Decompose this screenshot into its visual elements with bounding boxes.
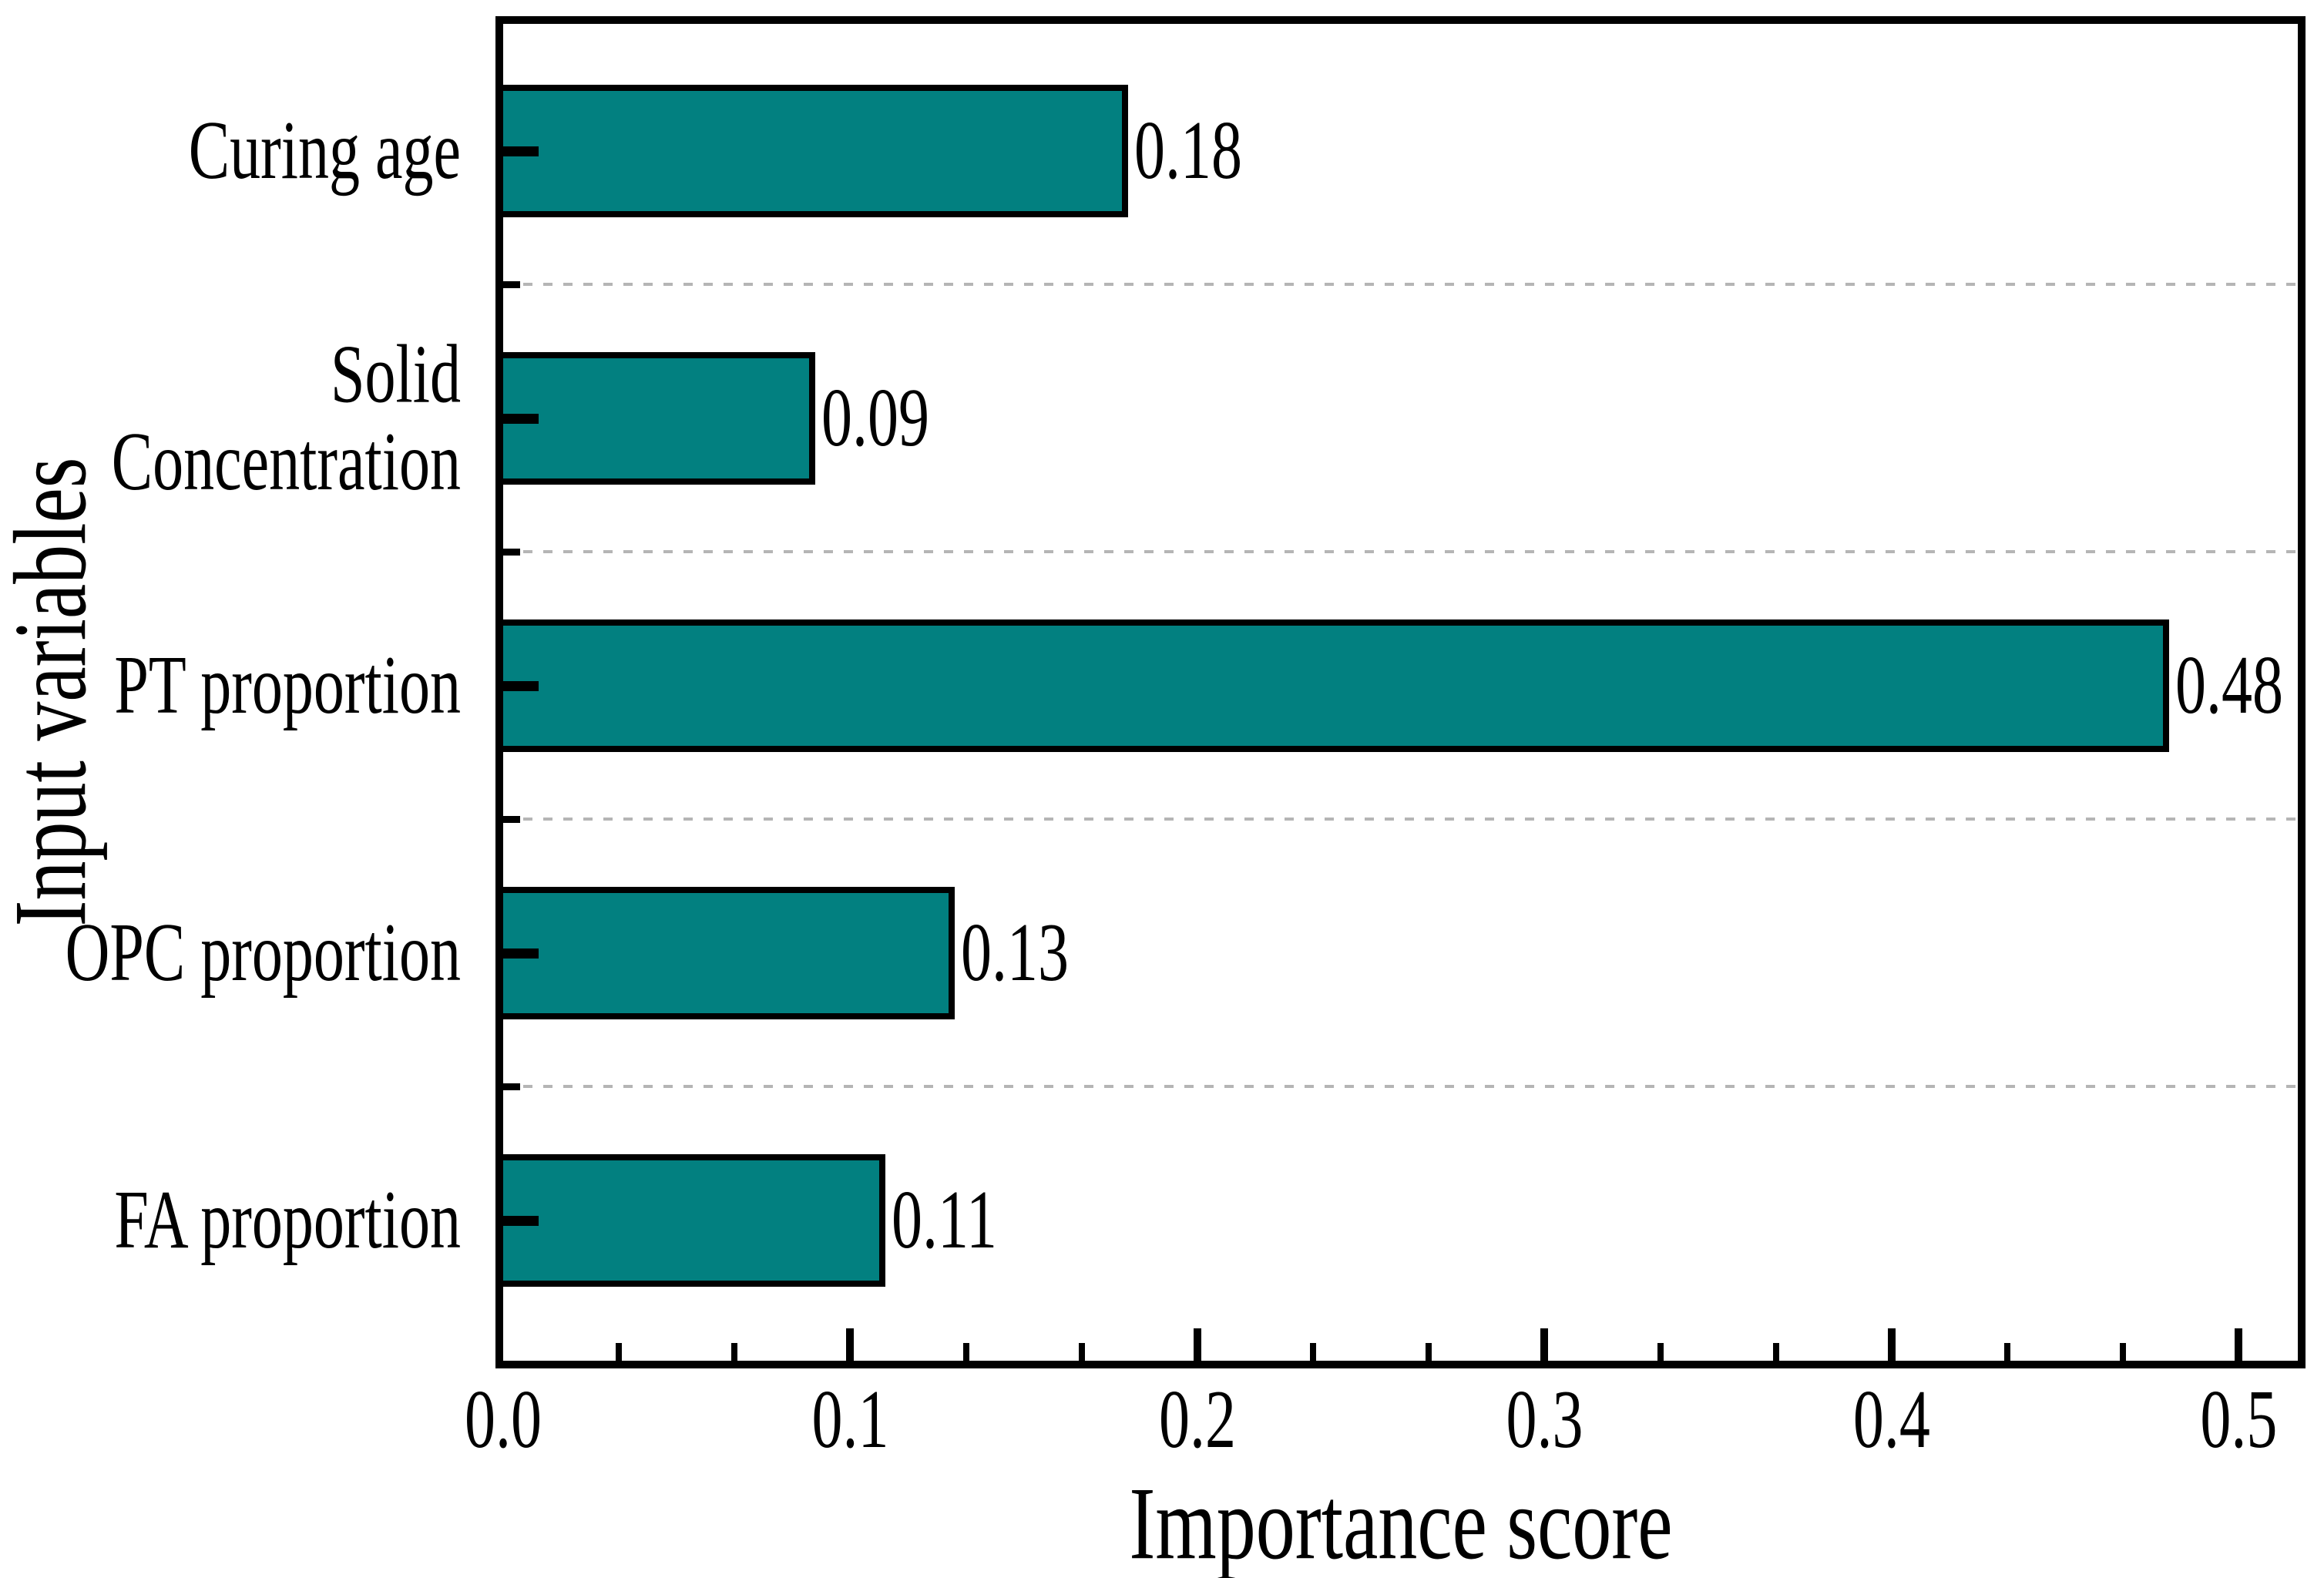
x-tick-label-0.1: 0.1 [811, 1374, 889, 1466]
gridline-dashed [503, 550, 2298, 554]
y-axis-major-tick [503, 948, 539, 959]
bar-value-label: 0.09 [821, 372, 929, 465]
x-axis-minor-tick [962, 1343, 969, 1361]
y-axis-minor-tick [503, 281, 520, 289]
y-axis-title: Input variables [0, 457, 109, 927]
x-tick-label-0.2: 0.2 [1158, 1374, 1236, 1466]
bar-solid-concentration [503, 351, 815, 485]
x-axis-major-tick [1193, 1328, 1201, 1361]
category-label-3: PT proportion [114, 640, 461, 732]
x-axis-title: Importance score [1129, 1466, 1673, 1578]
plot-area [495, 16, 2306, 1368]
x-tick-label-0.5: 0.5 [2200, 1374, 2278, 1466]
x-axis-major-tick [2235, 1328, 2243, 1361]
bar-value-label: 0.13 [961, 907, 1069, 999]
gridline-dashed [503, 818, 2298, 821]
bar-value-label: 0.11 [892, 1174, 998, 1267]
bar-value-label: 0.48 [2175, 640, 2283, 732]
x-axis-minor-tick [616, 1343, 623, 1361]
y-axis-major-tick [503, 146, 539, 156]
gridline-dashed [503, 1085, 2298, 1089]
x-tick-label-0.4: 0.4 [1852, 1374, 1930, 1466]
y-axis-major-tick [503, 680, 539, 691]
x-tick-label-0.0: 0.0 [465, 1374, 542, 1466]
x-axis-minor-tick [731, 1343, 738, 1361]
x-axis-minor-tick [1078, 1343, 1085, 1361]
bar-fa-proportion [503, 1153, 885, 1287]
bar-curing-age [503, 84, 1128, 217]
y-axis-minor-tick [503, 816, 520, 824]
bar-opc-proportion [503, 886, 955, 1019]
x-axis-minor-tick [1772, 1343, 1779, 1361]
x-axis-minor-tick [1426, 1343, 1432, 1361]
x-axis-major-tick [1540, 1328, 1549, 1361]
category-label-5: FA proportion [114, 1174, 461, 1267]
bar-value-label: 0.18 [1134, 105, 1242, 197]
y-axis-minor-tick [503, 1083, 520, 1091]
gridline-dashed [503, 283, 2298, 287]
x-axis-major-tick [1887, 1328, 1896, 1361]
y-axis-major-tick [503, 413, 539, 424]
bar-pt-proportion [503, 619, 2169, 752]
x-axis-minor-tick [2120, 1343, 2127, 1361]
x-axis-major-tick [846, 1328, 855, 1361]
x-axis-minor-tick [1310, 1343, 1317, 1361]
y-axis-major-tick [503, 1215, 539, 1226]
category-label-4: OPC proportion [65, 907, 461, 999]
x-axis-minor-tick [2004, 1343, 2011, 1361]
category-label-2: Solid Concentration [111, 328, 461, 508]
category-label-1: Curing age [188, 105, 461, 197]
x-axis-minor-tick [1657, 1343, 1664, 1361]
y-axis-minor-tick [503, 549, 520, 556]
x-tick-label-0.3: 0.3 [1506, 1374, 1583, 1466]
